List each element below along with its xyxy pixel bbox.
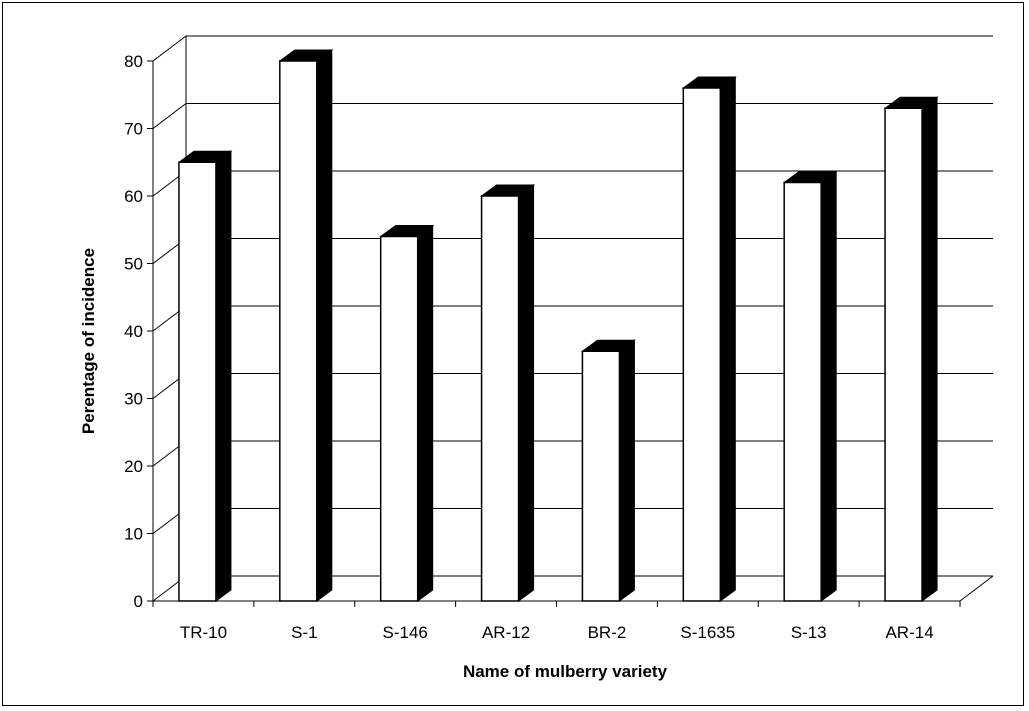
x-tick-label: S-146 (383, 623, 428, 642)
bar (480, 184, 536, 602)
x-tick-label: AR-12 (482, 623, 530, 642)
bar (177, 150, 233, 602)
gridline-diagonal (152, 103, 187, 129)
bar-front (884, 107, 923, 602)
bar (580, 339, 636, 602)
y-tick-label: 70 (124, 120, 143, 139)
bar-front (783, 181, 822, 602)
y-tick-label: 0 (134, 592, 143, 611)
bar-side (316, 49, 333, 602)
x-tick-label: S-1 (291, 623, 317, 642)
x-tick-label: AR-14 (885, 623, 933, 642)
y-tick-label: 40 (124, 322, 143, 341)
bar-side (417, 224, 434, 602)
bar-side (618, 339, 635, 602)
bar-front (279, 60, 318, 602)
bar (278, 49, 334, 602)
y-tick-label: 50 (124, 255, 143, 274)
bars (177, 49, 939, 602)
x-tick-label: TR-10 (180, 623, 227, 642)
y-tick-label: 10 (124, 525, 143, 544)
y-tick-label: 60 (124, 187, 143, 206)
y-axis-title: Perentage of incidence (79, 248, 98, 434)
bar-front (581, 350, 621, 602)
bar (681, 76, 737, 602)
bar (883, 96, 939, 602)
x-tick-label: BR-2 (588, 623, 627, 642)
floor-edge (959, 575, 994, 602)
bar-side (820, 170, 837, 602)
bar-side (215, 150, 232, 602)
bar (379, 224, 435, 602)
x-tick-label: S-1635 (680, 623, 735, 642)
bar-front (379, 235, 419, 602)
gridlines (152, 35, 993, 602)
x-axis-title: Name of mulberry variety (463, 662, 668, 681)
bar-side (518, 184, 535, 602)
y-tick-label: 20 (124, 457, 143, 476)
bar-front (480, 195, 520, 602)
tick-labels: 0 10 20 30 40 50 60 70 80 TR-10 S-1 S-146 AR-12 BR-2 S… (124, 52, 934, 642)
bar-front (682, 87, 722, 602)
y-tick-label: 30 (124, 390, 143, 409)
bar (782, 170, 838, 602)
bar-front (178, 161, 217, 602)
bar-side (921, 96, 938, 602)
axes (147, 60, 994, 607)
x-tick-label: S-13 (791, 623, 827, 642)
bar-side (719, 76, 736, 602)
y-tick-label: 80 (124, 52, 143, 71)
gridline-diagonal (152, 35, 187, 62)
